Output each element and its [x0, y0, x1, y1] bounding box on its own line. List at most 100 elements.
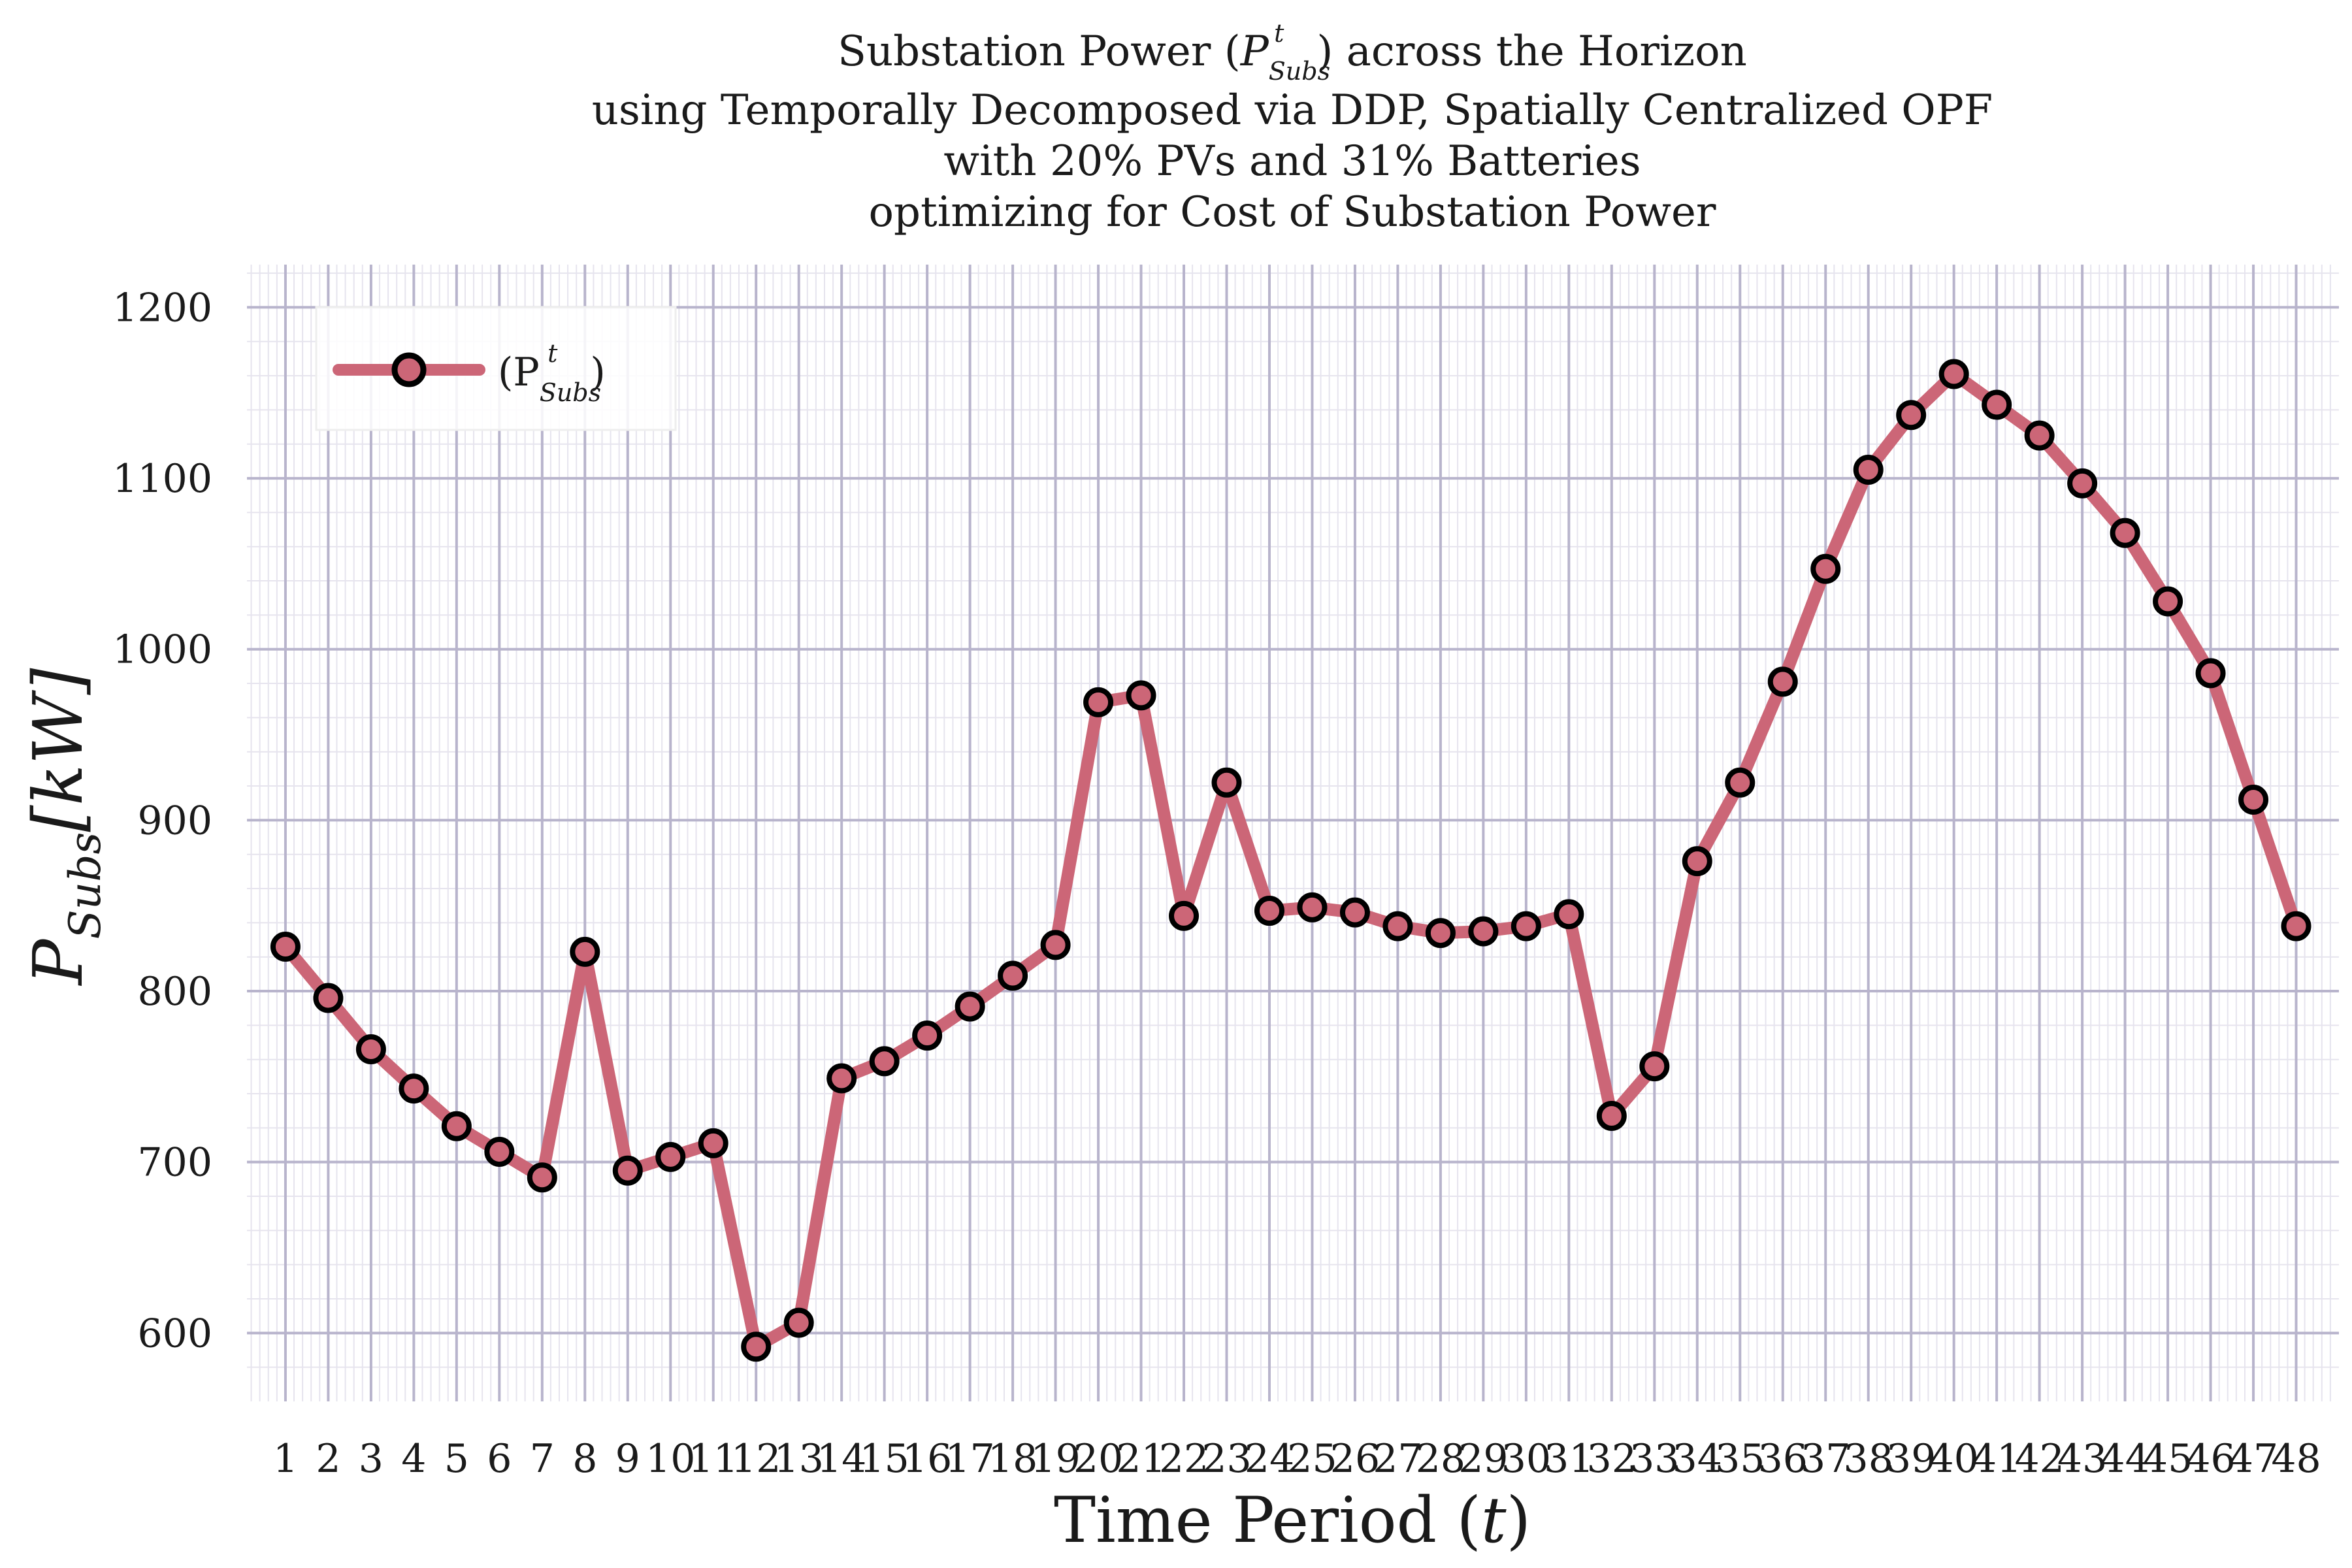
data-point — [441, 1111, 472, 1141]
data-point — [2195, 658, 2226, 689]
x-axis-label: Time Period (t) — [1054, 1484, 1531, 1557]
x-tick-label: 37 — [1801, 1436, 1850, 1482]
title-symbol-sub: Subs — [1269, 57, 1330, 86]
x-tick-label: 16 — [902, 1436, 952, 1482]
x-tick-label: 44 — [2100, 1436, 2149, 1482]
data-point — [1896, 400, 1927, 431]
data-point — [826, 1063, 857, 1094]
x-tick-label: 40 — [1929, 1436, 1978, 1482]
x-tick-label: 25 — [1287, 1436, 1337, 1482]
x-tick-labels: 1 2 3 4 5 6 7 8 9 1011121314151617181920212223242… — [273, 1436, 2321, 1482]
title-line-4: optimizing for Cost of Substation Power — [869, 188, 1716, 237]
data-point — [1126, 680, 1156, 711]
y-axis-label-sub: Subs — [60, 832, 110, 939]
x-tick-label: 22 — [1159, 1436, 1209, 1482]
x-tick-label: 5 — [444, 1436, 469, 1482]
x-tick-label: 19 — [1030, 1436, 1080, 1482]
x-tick-label: 3 — [359, 1436, 384, 1482]
x-tick-label: 8 — [572, 1436, 597, 1482]
data-point — [1639, 1051, 1670, 1082]
x-tick-label: 9 — [615, 1436, 640, 1482]
x-tick-label: 36 — [1758, 1436, 1808, 1482]
x-tick-label: 7 — [530, 1436, 555, 1482]
x-tick-label: 4 — [401, 1436, 426, 1482]
y-tick-label: 900 — [137, 798, 212, 843]
legend-open: (P — [498, 350, 540, 395]
y-tick-label: 1000 — [112, 627, 212, 673]
data-point — [1254, 896, 1284, 926]
x-tick-label: 38 — [1844, 1436, 1893, 1482]
x-tick-label: 48 — [2271, 1436, 2321, 1482]
x-tick-label: 12 — [731, 1436, 781, 1482]
x-tick-label: 18 — [988, 1436, 1037, 1482]
x-tick-label: 34 — [1673, 1436, 1722, 1482]
y-tick-label: 600 — [137, 1311, 212, 1356]
x-tick-label: 6 — [487, 1436, 512, 1482]
data-point — [1211, 767, 1242, 798]
data-point — [1767, 666, 1798, 697]
data-point — [1040, 930, 1071, 960]
legend-label: (PSubs t) — [498, 339, 606, 407]
x-tick-label: 21 — [1116, 1436, 1166, 1482]
title-suffix: ) across the Horizon — [1316, 27, 1747, 76]
y-axis-label: PSubs[kW] — [18, 668, 110, 986]
data-point — [912, 1021, 943, 1051]
x-tick-label: 11 — [689, 1436, 738, 1482]
data-point — [484, 1136, 515, 1167]
data-point — [1982, 389, 2012, 420]
x-tick-label: 20 — [1073, 1436, 1123, 1482]
x-tick-label: 33 — [1629, 1436, 1679, 1482]
data-point — [2153, 586, 2183, 617]
x-tick-label: 15 — [859, 1436, 909, 1482]
data-point — [1468, 916, 1499, 947]
chart-title: Substation Power (PSubs t) across the Hor… — [592, 19, 1993, 237]
series-markers — [270, 359, 2311, 1362]
x-tick-label: 28 — [1416, 1436, 1465, 1482]
x-tick-label: 2 — [316, 1436, 340, 1482]
data-point — [655, 1141, 686, 1172]
x-axis-label-text: Time Period ( — [1054, 1484, 1481, 1557]
x-tick-label: 31 — [1544, 1436, 1593, 1482]
x-tick-label: 26 — [1330, 1436, 1380, 1482]
legend: (PSubs t) — [315, 306, 677, 431]
x-axis-label-var: t — [1481, 1484, 1507, 1557]
y-axis-label-base: P — [18, 938, 98, 986]
series-line-path — [279, 367, 2303, 1353]
data-point — [1810, 553, 1841, 584]
data-point — [1682, 846, 1712, 877]
data-point — [1725, 767, 1756, 798]
x-tick-label: 42 — [2014, 1436, 2064, 1482]
x-tick-label: 24 — [1245, 1436, 1294, 1482]
y-axis-label-unit: [kW] — [18, 668, 98, 832]
legend-close: ) — [590, 350, 605, 395]
y-tick-label: 1100 — [112, 456, 212, 502]
x-tick-label: 35 — [1715, 1436, 1765, 1482]
x-tick-label: 13 — [774, 1436, 824, 1482]
x-tick-label: 32 — [1587, 1436, 1637, 1482]
data-point — [1596, 1101, 1627, 1132]
data-point — [399, 1073, 429, 1104]
x-tick-label: 30 — [1501, 1436, 1551, 1482]
x-tick-label: 45 — [2143, 1436, 2193, 1482]
data-point — [2110, 517, 2140, 548]
x-axis-label-close: ) — [1507, 1484, 1531, 1557]
data-point — [2024, 420, 2055, 451]
legend-sub: Subs — [540, 378, 601, 407]
data-point — [1339, 897, 1370, 928]
title-line-3: with 20% PVs and 31% Batteries — [943, 137, 1641, 186]
data-point — [698, 1128, 728, 1158]
y-tick-label: 800 — [137, 969, 212, 1015]
data-point — [2281, 911, 2311, 941]
x-tick-label: 47 — [2229, 1436, 2278, 1482]
title-prefix: Substation Power ( — [838, 27, 1241, 76]
x-tick-label: 46 — [2185, 1436, 2235, 1482]
y-tick-label: 700 — [137, 1140, 212, 1186]
data-point — [527, 1162, 557, 1193]
x-tick-label: 17 — [945, 1436, 994, 1482]
data-point — [2238, 784, 2269, 815]
data-point — [998, 960, 1028, 991]
data-point — [570, 936, 600, 967]
y-tick-labels: 600 700 800 900 1000 1100 1200 — [112, 285, 212, 1356]
data-point — [1554, 899, 1584, 930]
